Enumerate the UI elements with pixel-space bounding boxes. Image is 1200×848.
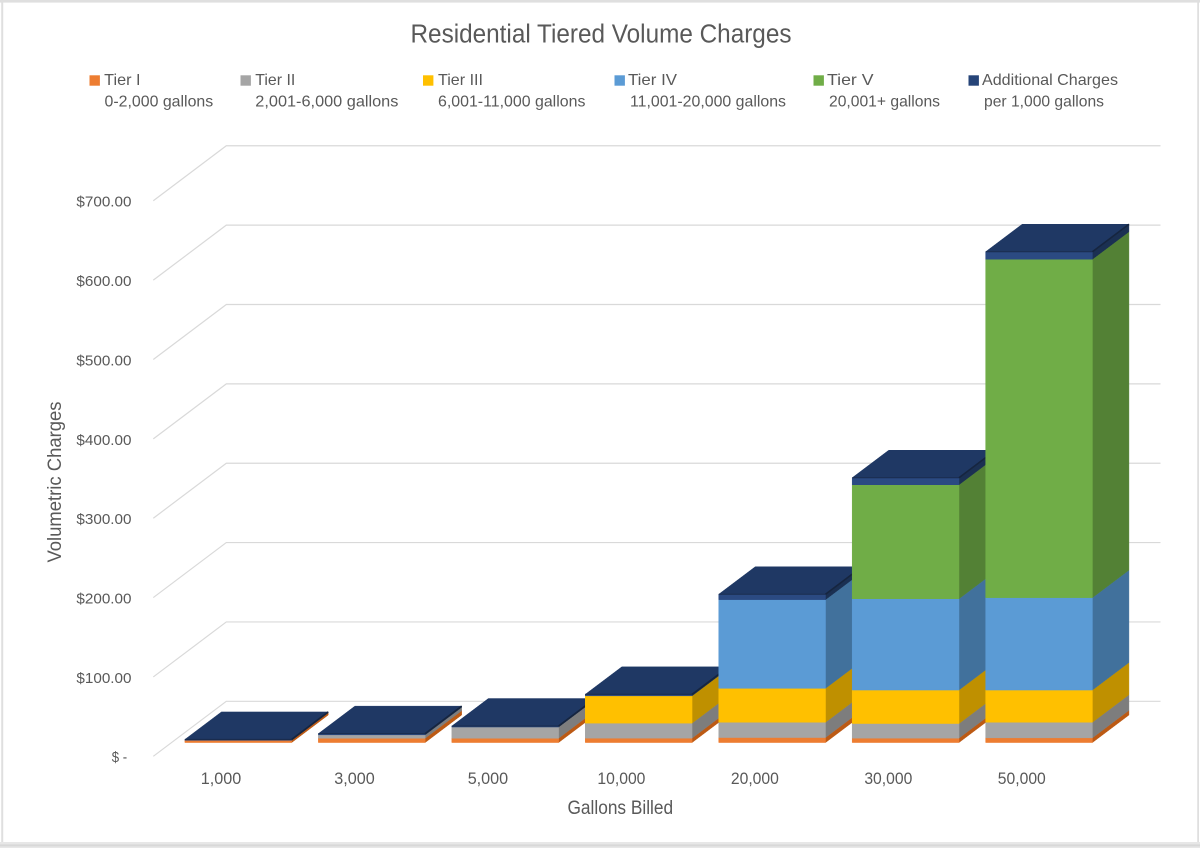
- svg-text:5,000: 5,000: [468, 770, 509, 788]
- svg-text:$300.00: $300.00: [76, 511, 131, 528]
- svg-text:11,001-20,000 gallons: 11,001-20,000 gallons: [630, 94, 786, 111]
- svg-text:Tier IV: Tier IV: [628, 72, 677, 89]
- svg-text:$700.00: $700.00: [76, 194, 131, 211]
- svg-text:$600.00: $600.00: [76, 273, 131, 290]
- svg-text:6,001-11,000 gallons: 6,001-11,000 gallons: [438, 94, 585, 111]
- svg-text:Tier I: Tier I: [104, 72, 140, 89]
- svg-text:50,000: 50,000: [998, 770, 1046, 788]
- svg-text:20,001+ gallons: 20,001+ gallons: [829, 94, 940, 111]
- svg-text:Volumetric Charges: Volumetric Charges: [45, 402, 66, 563]
- svg-text:Additional Charges: Additional Charges: [982, 72, 1118, 89]
- svg-text:$200.00: $200.00: [76, 590, 131, 607]
- svg-text:$400.00: $400.00: [76, 432, 131, 449]
- svg-text:3,000: 3,000: [334, 770, 375, 788]
- svg-text:$ -: $ -: [112, 749, 127, 766]
- svg-text:0-2,000 gallons: 0-2,000 gallons: [105, 94, 214, 111]
- svg-text:30,000: 30,000: [864, 770, 912, 788]
- svg-text:Tier III: Tier III: [438, 72, 483, 89]
- svg-text:10,000: 10,000: [597, 770, 645, 788]
- svg-text:Tier V: Tier V: [827, 72, 874, 89]
- svg-text:2,001-6,000 gallons: 2,001-6,000 gallons: [255, 94, 398, 111]
- svg-text:20,000: 20,000: [731, 770, 779, 788]
- svg-text:$500.00: $500.00: [76, 352, 131, 369]
- svg-text:per 1,000 gallons: per 1,000 gallons: [984, 94, 1104, 111]
- svg-text:Tier II: Tier II: [255, 72, 295, 89]
- svg-text:$100.00: $100.00: [76, 670, 131, 687]
- svg-text:Residential Tiered Volume Char: Residential Tiered Volume Charges: [411, 21, 792, 49]
- svg-text:1,000: 1,000: [201, 770, 242, 788]
- svg-text:Gallons Billed: Gallons Billed: [568, 798, 674, 819]
